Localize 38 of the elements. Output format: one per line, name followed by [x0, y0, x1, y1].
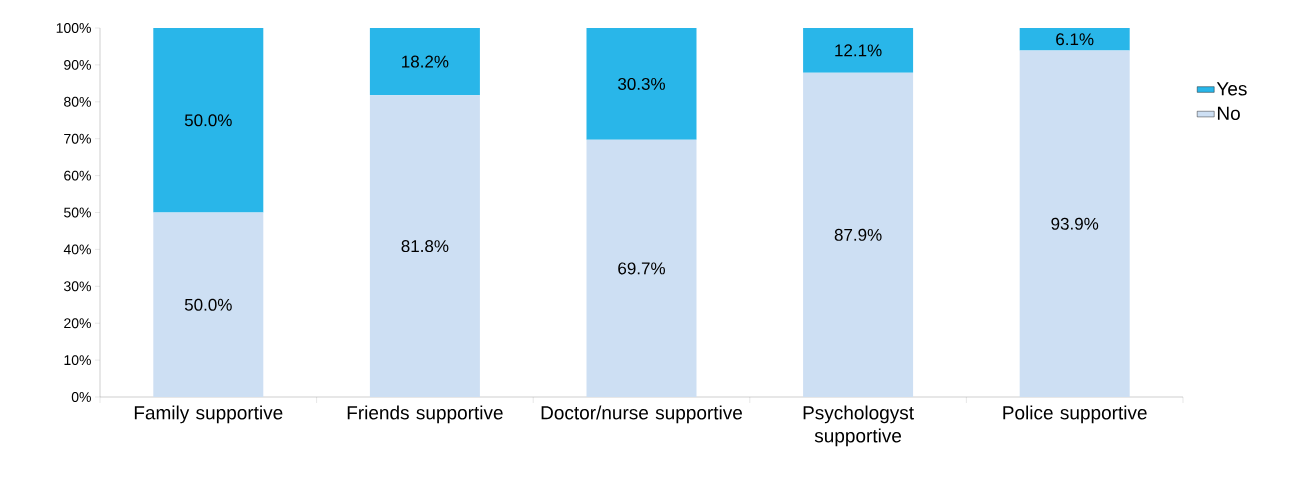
y-tick-label: 20% — [64, 318, 91, 329]
legend-label: Yes — [1216, 82, 1247, 96]
data-label: 50.0% — [184, 114, 232, 127]
data-label: 93.9% — [1051, 217, 1099, 230]
y-tick-label: 70% — [64, 133, 91, 144]
y-tick-label: 90% — [64, 59, 91, 70]
y-tick-label: 40% — [63, 244, 91, 255]
y-tick-label: 60% — [64, 170, 91, 181]
x-tick-label: Doctor/nurse supportive — [541, 405, 742, 424]
data-label: 30.3% — [618, 77, 665, 90]
bar — [153, 212, 264, 397]
bar — [586, 139, 697, 397]
bar — [803, 72, 914, 397]
x-tick-label: Friends supportive — [347, 405, 503, 424]
y-tick-label: 10% — [64, 355, 91, 366]
data-label: 18.2% — [402, 55, 449, 68]
y-tick-label: 100% — [56, 23, 91, 33]
y-tick-label: 80% — [64, 96, 91, 107]
bar — [369, 95, 480, 397]
bar — [803, 28, 914, 73]
data-label: 12.1% — [835, 44, 882, 57]
bar — [1019, 28, 1130, 51]
bar — [153, 28, 264, 213]
bar — [586, 28, 697, 140]
x-tick-label: Police supportive — [1003, 405, 1147, 424]
y-tick-label: 0% — [71, 392, 91, 402]
data-label: 69.7% — [618, 262, 665, 275]
x-tick-label: Psychologyst supportive — [803, 405, 914, 447]
bar — [369, 28, 480, 96]
data-label: 87.9% — [834, 228, 882, 241]
data-label: 50.0% — [184, 298, 232, 311]
bar — [1019, 50, 1130, 397]
y-tick-label: 30% — [63, 281, 91, 292]
data-label: 81.8% — [401, 240, 449, 253]
x-tick-label: Family supportive — [134, 405, 283, 424]
data-label: 6.1% — [1056, 33, 1094, 46]
legend-label: No — [1217, 106, 1240, 121]
y-tick-label: 50% — [64, 207, 91, 218]
